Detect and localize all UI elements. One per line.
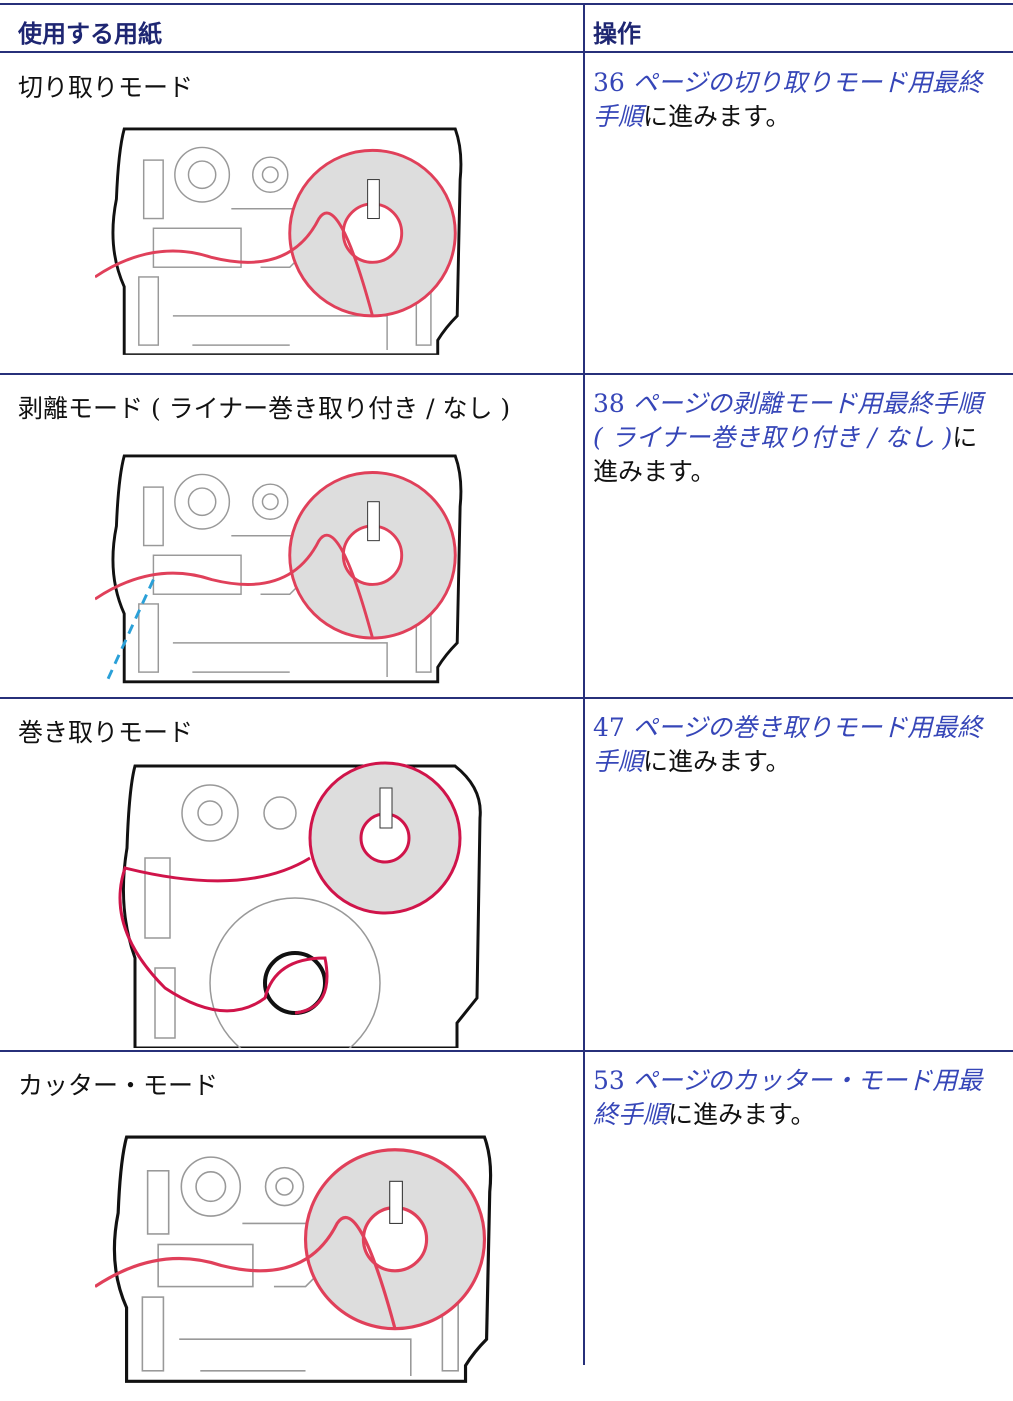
action-text: 38 ページの剥離モード用最終手順 ( ライナー巻き取り付き / なし )に進み… — [593, 387, 998, 489]
page-suffix: ページの — [632, 68, 733, 97]
page-suffix: ページの — [632, 1066, 733, 1095]
illustration — [118, 761, 482, 1048]
column-rule — [583, 3, 585, 1365]
header-cell: 操作 — [593, 20, 641, 48]
header-cell: 使用する用紙 — [18, 20, 162, 48]
action-text: 47 ページの巻き取りモード用最終手順に進みます。 — [593, 711, 998, 779]
rule — [0, 51, 1013, 53]
rule — [0, 1050, 1013, 1052]
mode-text: カッター・モード — [18, 1071, 219, 1100]
page-suffix: ページの — [632, 713, 733, 742]
action-rest: に進みます。 — [643, 102, 791, 131]
page-number: 47 — [593, 713, 625, 742]
rule — [0, 697, 1013, 699]
page-number: 53 — [593, 1066, 625, 1095]
illustration — [95, 440, 465, 690]
mode-text: 切り取りモード — [18, 73, 194, 102]
action-text: 36 ページの切り取りモード用最終手順に進みます。 — [593, 66, 998, 134]
mode-text: 剥離モード ( ライナー巻き取り付き / なし ) — [18, 394, 511, 423]
action-rest: に進みます。 — [668, 1100, 816, 1129]
illustration — [95, 118, 465, 358]
page-suffix: ページの — [632, 389, 733, 418]
page-number: 36 — [593, 68, 625, 97]
page-number: 38 — [593, 389, 625, 418]
action-text: 53 ページのカッター・モード用最終手順に進みます。 — [593, 1064, 998, 1132]
link[interactable]: 切り取りモード用最終手順 — [593, 68, 983, 131]
rule — [0, 373, 1013, 375]
link[interactable]: 巻き取りモード用最終手順 — [593, 713, 983, 776]
action-rest: に進みます。 — [643, 747, 791, 776]
illustration — [95, 1110, 495, 1400]
link[interactable]: カッター・モード用最終手順 — [593, 1066, 983, 1129]
mode-text: 巻き取りモード — [18, 718, 194, 747]
link[interactable]: 剥離モード用最終手順 ( ライナー巻き取り付き / なし ) — [593, 389, 983, 452]
rule — [0, 3, 1013, 5]
action-rest: に進みます。 — [593, 423, 978, 486]
